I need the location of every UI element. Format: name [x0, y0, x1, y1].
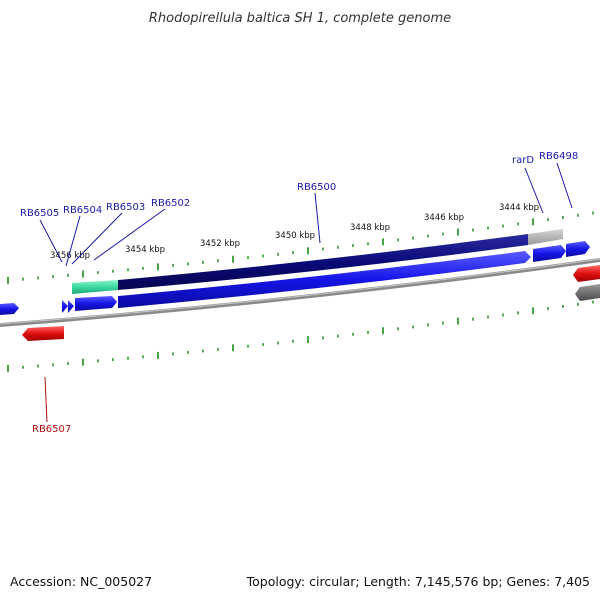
leader-line-rb6504: [65, 215, 81, 267]
scale-label-3450: 3450 kbp: [275, 231, 315, 241]
genome-backbone: [0, 258, 600, 327]
gene-label-rb6498[interactable]: RB6498: [539, 151, 578, 162]
highlight-feature-gray[interactable]: [528, 229, 563, 245]
leader-line-rb6507: [44, 376, 48, 423]
forward-gene-rb6505[interactable]: [62, 300, 68, 313]
leader-line-rb6502: [93, 208, 166, 261]
outer-scale-ticks: [7, 211, 594, 284]
reverse-gene-right[interactable]: [573, 265, 600, 282]
forward-gene-rb6500[interactable]: [118, 251, 531, 308]
gene-label-rb6504[interactable]: RB6504: [63, 205, 102, 216]
gene-label-rb6505[interactable]: RB6505: [20, 208, 59, 219]
forward-gene-rb6503[interactable]: [75, 296, 117, 311]
gene-label-rb6500[interactable]: RB6500: [297, 182, 336, 193]
leader-line-rb6505: [39, 219, 63, 263]
gene-label-rb6507[interactable]: RB6507: [32, 424, 71, 435]
scale-label-3448: 3448 kbp: [350, 223, 390, 233]
highlight-feature-navy[interactable]: [118, 234, 528, 290]
map-title: Rhodopirellula baltica SH 1, complete ge…: [149, 11, 451, 26]
inner-scale-ticks: [7, 300, 594, 372]
reverse-gene-rb6507[interactable]: [22, 326, 64, 341]
genome-summary-text: Topology: circular; Length: 7,145,576 bp…: [246, 574, 590, 589]
leader-line-rb6500: [314, 192, 321, 244]
leader-line-rard: [524, 167, 544, 214]
genome-backbone-highlight: [0, 258, 600, 325]
gene-label-rard[interactable]: rarD: [512, 155, 534, 166]
reverse-gene-right-gray[interactable]: [575, 284, 600, 301]
scale-label-3456: 3456 kbp: [50, 251, 90, 261]
scale-label-3452: 3452 kbp: [200, 239, 240, 249]
leader-line-rb6498: [556, 162, 573, 209]
leader-line-rb6503: [71, 212, 123, 265]
gene-label-rb6502[interactable]: RB6502: [151, 198, 190, 209]
forward-gene-rb6498[interactable]: [566, 241, 590, 257]
highlight-feature-teal[interactable]: [72, 280, 118, 294]
scale-label-3444: 3444 kbp: [499, 203, 539, 213]
forward-gene-rb6508[interactable]: [0, 303, 19, 315]
accession-text: Accession: NC_005027: [10, 574, 152, 589]
scale-label-3454: 3454 kbp: [125, 245, 165, 255]
scale-label-3446: 3446 kbp: [424, 213, 464, 223]
forward-gene-rard[interactable]: [533, 245, 566, 262]
gene-label-rb6503[interactable]: RB6503: [106, 202, 145, 213]
forward-gene-rb6504[interactable]: [68, 300, 74, 313]
